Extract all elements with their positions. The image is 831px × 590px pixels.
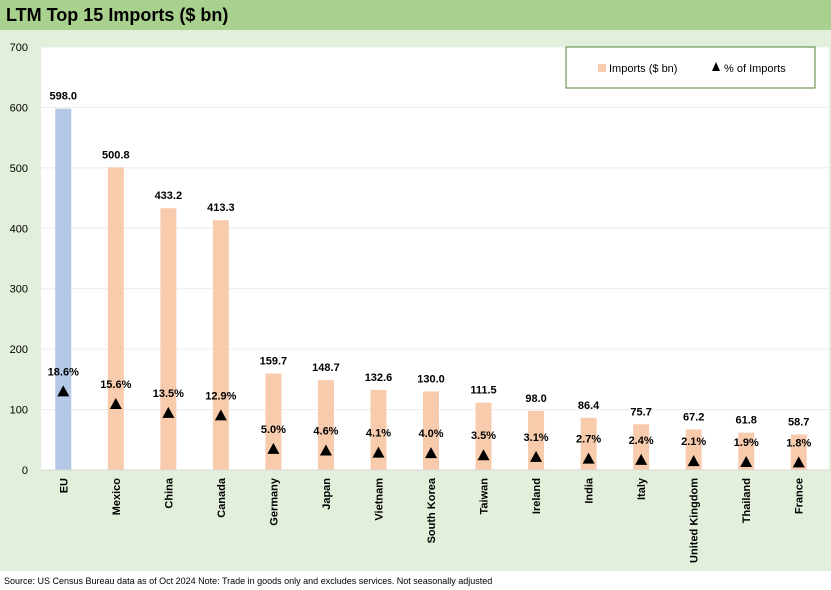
pct-value-label: 4.1% — [366, 428, 391, 440]
bar-value-label: 86.4 — [578, 400, 600, 412]
pct-marker — [57, 385, 70, 397]
legend-box — [565, 46, 816, 89]
x-category-label: Ireland — [531, 478, 543, 514]
legend-marker-label: % of Imports — [724, 63, 786, 75]
y-tick-label: 400 — [10, 223, 28, 235]
pct-marker — [477, 449, 490, 461]
bar-value-label: 58.7 — [788, 417, 809, 429]
pct-value-label: 12.9% — [205, 390, 236, 402]
bar-value-label: 598.0 — [50, 91, 78, 103]
bar-value-label: 132.6 — [365, 372, 393, 384]
bar-taiwan — [475, 402, 492, 470]
bar-eu — [55, 108, 72, 470]
bar-germany — [265, 373, 282, 470]
x-category-label: China — [163, 477, 175, 508]
x-category-label: Mexico — [111, 478, 123, 516]
pct-value-label: 2.4% — [629, 435, 654, 447]
bar-united-kingdom — [685, 429, 702, 470]
pct-value-label: 18.6% — [48, 366, 79, 378]
x-category-label: United Kingdom — [689, 478, 701, 563]
bar-china — [160, 208, 177, 470]
bar-value-label: 61.8 — [735, 415, 756, 427]
bar-value-label: 111.5 — [470, 385, 496, 397]
x-category-label: Thailand — [741, 478, 753, 523]
x-category-label: Germany — [268, 477, 280, 526]
pct-value-label: 15.6% — [100, 379, 131, 391]
bars — [55, 108, 807, 470]
markers: 598.0 18.6% 500.8 15.6% 433.2 13.5% 413.3 12.9%… — [48, 91, 811, 468]
bar-canada — [212, 220, 229, 470]
x-category-label: Taiwan — [479, 478, 491, 515]
pct-marker — [162, 406, 175, 418]
y-tick-label: 500 — [10, 163, 28, 175]
pct-value-label: 3.5% — [471, 430, 496, 442]
pct-value-label: 1.8% — [786, 437, 811, 449]
pct-marker — [530, 450, 543, 462]
pct-value-label: 4.0% — [418, 428, 443, 440]
y-tick-label: 700 — [10, 42, 28, 54]
legend-bar-swatch — [598, 64, 606, 72]
bar-value-label: 67.2 — [683, 411, 704, 423]
bar-thailand — [738, 432, 755, 470]
legend: Imports ($ bn) % of Imports — [565, 46, 816, 89]
bar-value-label: 98.0 — [525, 393, 546, 405]
bar-value-label: 413.3 — [207, 202, 235, 214]
y-tick-label: 200 — [10, 344, 28, 356]
pct-marker — [740, 455, 753, 467]
y-axis: 0 100 200 300 400 500 600 700 — [10, 42, 28, 477]
pct-value-label: 4.6% — [313, 426, 338, 438]
legend-bar-label: Imports ($ bn) — [609, 63, 677, 75]
pct-value-label: 3.1% — [524, 432, 549, 444]
x-category-label: Canada — [216, 477, 228, 518]
bar-value-label: 433.2 — [155, 190, 183, 202]
bar-india — [580, 417, 597, 470]
bar-italy — [633, 424, 650, 470]
x-category-label: Vietnam — [373, 478, 385, 521]
pct-value-label: 2.7% — [576, 434, 601, 446]
pct-marker — [687, 455, 700, 467]
pct-marker — [425, 447, 437, 459]
chart-panel: 0 100 200 300 400 500 600 700 598.0 18.6% 500.8 15… — [0, 30, 831, 571]
x-category-label: EU — [58, 478, 70, 493]
x-axis: EU Mexico China Canada Germany Japan Vietnam So… — [41, 469, 829, 563]
pct-marker — [214, 409, 227, 421]
pct-value-label: 2.1% — [681, 436, 706, 448]
bar-france — [790, 434, 807, 470]
y-tick-label: 300 — [10, 284, 28, 296]
source-note: Source: US Census Bureau data as of Oct … — [4, 576, 493, 586]
bar-mexico — [107, 167, 124, 470]
pct-marker — [372, 446, 385, 458]
pct-marker — [109, 398, 122, 410]
pct-value-label: 5.0% — [261, 424, 286, 436]
bar-japan — [317, 380, 334, 470]
bar-value-label: 500.8 — [102, 149, 130, 161]
bar-south-korea — [423, 391, 439, 470]
x-category-label: Italy — [636, 477, 648, 500]
bar-ireland — [528, 410, 545, 470]
pct-marker — [267, 442, 280, 454]
pct-marker — [635, 453, 648, 465]
pct-marker — [792, 456, 805, 468]
legend-triangle-icon — [712, 62, 720, 71]
bar-value-label: 148.7 — [312, 362, 340, 374]
x-category-label: Japan — [321, 478, 333, 510]
y-tick-label: 0 — [22, 465, 28, 477]
imports-bar-chart: 0 100 200 300 400 500 600 700 598.0 18.6% 500.8 15… — [10, 42, 829, 563]
bar-value-label: 130.0 — [417, 373, 445, 385]
bar-value-label: 159.7 — [260, 355, 288, 367]
y-tick-label: 600 — [10, 102, 28, 114]
pct-marker — [319, 444, 332, 456]
bar-vietnam — [370, 389, 387, 470]
chart-title: LTM Top 15 Imports ($ bn) — [6, 5, 229, 25]
bar-value-label: 75.7 — [630, 406, 651, 418]
pct-value-label: 1.9% — [734, 437, 759, 449]
x-category-label: France — [794, 478, 806, 514]
x-category-label: South Korea — [426, 477, 438, 543]
x-category-label: India — [584, 477, 596, 504]
pct-value-label: 13.5% — [153, 388, 184, 400]
y-tick-label: 100 — [10, 405, 28, 417]
title-bar: LTM Top 15 Imports ($ bn) — [0, 0, 831, 30]
pct-marker — [582, 452, 595, 464]
